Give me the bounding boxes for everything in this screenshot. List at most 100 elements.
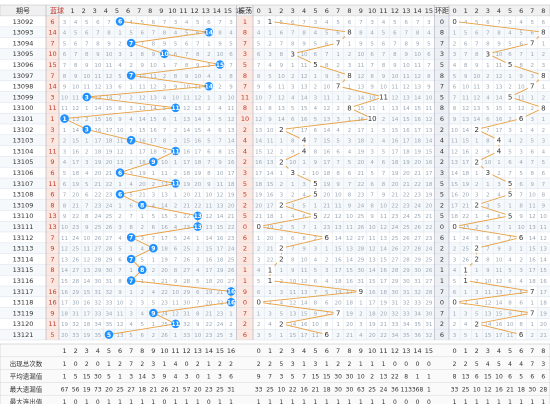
amp-omission: 22 <box>323 214 330 220</box>
blue-ball-number: 7 <box>129 138 133 145</box>
mod-omission: 14 <box>451 171 458 177</box>
amp-omission: 1 <box>280 171 284 177</box>
mod-omission: 2 <box>508 85 512 91</box>
mod-omission: 2 <box>531 63 535 69</box>
mod-omission: 2 <box>453 41 457 47</box>
stats-amp-cell: 1 <box>291 399 295 404</box>
stats-amp-cell: 1 <box>348 399 352 404</box>
blue-omission: 2 <box>229 322 233 328</box>
amp-omission: 6 <box>291 20 295 26</box>
amp-omission: 10 <box>255 95 262 101</box>
mod-omission: 8 <box>464 63 468 69</box>
amp-omission: 19 <box>369 322 376 328</box>
amp-omission: 14 <box>278 117 285 123</box>
blue-value-cell: 7 <box>50 72 54 80</box>
blue-ball <box>126 254 136 264</box>
amp-omission: 3 <box>336 74 340 80</box>
blue-omission: 2 <box>196 247 200 253</box>
mod-omission: 11 <box>462 95 469 101</box>
period-cell: 13117 <box>13 288 34 296</box>
amp-omission: 3 <box>382 128 386 134</box>
amp-omission: 34 <box>414 311 421 317</box>
blue-omission: 6 <box>163 117 167 123</box>
mod-omission: 14 <box>529 236 536 242</box>
mod-omission: 5 <box>453 279 457 285</box>
blue-omission: 19 <box>161 257 168 263</box>
amp-omission: 2 <box>336 333 340 339</box>
amp-omission: 12 <box>323 106 330 112</box>
amp-omission: 16 <box>255 160 262 166</box>
blue-omission: 12 <box>61 247 68 253</box>
amp-omission: 25 <box>357 214 364 220</box>
blue-omission: 8 <box>85 52 89 58</box>
blue-omission: 20 <box>228 203 235 209</box>
blue-omission: 27 <box>228 279 235 285</box>
amp-omission: 7 <box>325 52 329 58</box>
amp-marker-bg <box>299 135 309 145</box>
amp-omission: 28 <box>391 268 398 274</box>
blue-omission: 4 <box>218 106 222 112</box>
amp-omission: 8 <box>370 203 374 209</box>
stats-amp-cell: 10 <box>278 386 286 393</box>
blue-omission: 6 <box>185 41 189 47</box>
amp-omission: 10 <box>380 85 387 91</box>
amp-omission: 31 <box>403 290 410 296</box>
stats-amp-cell: 3 <box>314 361 318 368</box>
mod-omission: 1 <box>531 95 535 101</box>
amp-omission: 10 <box>425 95 432 101</box>
stats-amp-cell: 368 <box>412 386 424 393</box>
amp-omission: 15 <box>301 106 308 112</box>
blue-omission: 19 <box>228 193 235 199</box>
stats-amp-cell: 24 <box>380 386 388 393</box>
period-cell: 13107 <box>13 180 34 188</box>
blue-omission: 11 <box>61 106 68 112</box>
mod-omission: 7 <box>453 95 457 101</box>
amp-omission: 11 <box>255 106 262 112</box>
mod-marker: 2 <box>475 158 479 166</box>
mod-omission: 8 <box>531 171 535 177</box>
mod-omission: 13 <box>484 311 491 317</box>
amp-omission: 6 <box>382 160 386 166</box>
blue-omission: 8 <box>118 279 122 285</box>
blue-omission: 5 <box>129 128 133 134</box>
mod-omission: 3 <box>475 236 479 242</box>
amp-col-header: 10 <box>368 7 376 15</box>
amp-omission: 12 <box>414 74 421 80</box>
blue-omission: 11 <box>205 203 212 209</box>
amp-marker-bg <box>322 330 332 340</box>
amp-marker: 2 <box>279 320 283 328</box>
amp-omission: 2 <box>359 311 363 317</box>
blue-value-cell: 7 <box>50 234 54 242</box>
amp-omission: 7 <box>268 95 272 101</box>
amp-omission: 23 <box>391 214 398 220</box>
stats-blue-cell: 31 <box>227 386 235 393</box>
amp-omission: 3 <box>314 247 318 253</box>
blue-value-cell: 14 <box>48 29 56 37</box>
table-row-bg <box>0 242 550 254</box>
mod-omission: 2 <box>508 236 512 242</box>
amp-omission: 21 <box>403 182 410 188</box>
mod-omission: 7 <box>497 20 501 26</box>
blue-omission: 7 <box>118 95 122 101</box>
blue-omission: 7 <box>85 203 89 209</box>
amp-omission: 4 <box>382 139 386 145</box>
blue-value-cell: 8 <box>50 201 54 209</box>
blue-omission: 32 <box>94 301 101 307</box>
blue-omission: 14 <box>205 236 212 242</box>
blue-omission: 16 <box>161 225 168 231</box>
mod-marker-bg <box>461 276 471 286</box>
mod-omission: 17 <box>540 290 547 296</box>
stats-mod-col-header: 6 <box>519 347 523 355</box>
amp-omission: 28 <box>403 257 410 263</box>
stats-mod-cell: 12 <box>484 386 492 393</box>
blue-ball <box>204 81 214 91</box>
amp-omission: 4 <box>280 301 284 307</box>
stats-mod-cell: 10 <box>473 386 481 393</box>
amp-marker: 7 <box>336 40 340 48</box>
mod-value-cell: 7 <box>440 83 444 91</box>
stats-blue-cell: 2 <box>118 361 122 368</box>
table-row-bg <box>0 113 550 124</box>
blue-omission: 14 <box>216 214 223 220</box>
blue-omission: 7 <box>63 193 67 199</box>
blue-trend-line <box>62 20 232 336</box>
